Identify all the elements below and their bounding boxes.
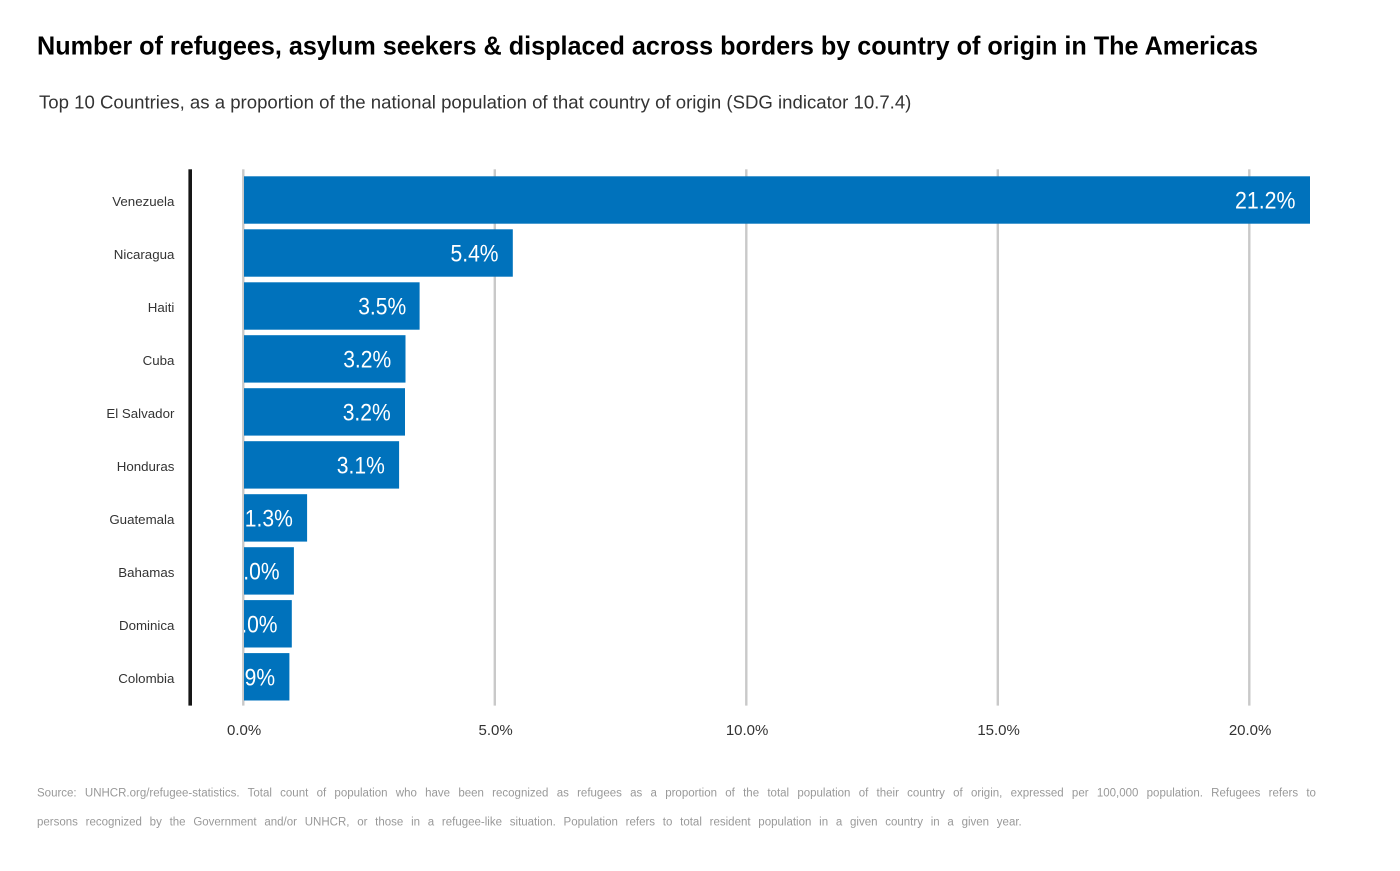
svg-text:Haiti: Haiti: [148, 300, 175, 315]
svg-text:Nicaragua: Nicaragua: [114, 247, 175, 262]
svg-text:1.3%: 1.3%: [245, 505, 293, 532]
svg-text:20.0%: 20.0%: [1229, 722, 1272, 739]
svg-text:3.2%: 3.2%: [343, 399, 391, 426]
svg-text:Colombia: Colombia: [118, 671, 175, 686]
svg-text:Venezuela: Venezuela: [112, 194, 175, 209]
svg-text:0.0%: 0.0%: [227, 722, 261, 739]
svg-text:1.0%: 1.0%: [232, 558, 280, 585]
svg-text:Source: UNHCR.org/refugee-stat: Source: UNHCR.org/refugee-statistics. To…: [37, 787, 1316, 799]
svg-text:Cuba: Cuba: [143, 353, 175, 368]
svg-text:21.2%: 21.2%: [1235, 188, 1296, 215]
svg-text:3.1%: 3.1%: [337, 452, 385, 479]
svg-text:3.2%: 3.2%: [343, 346, 391, 373]
svg-text:Honduras: Honduras: [117, 459, 175, 474]
svg-text:Dominica: Dominica: [119, 618, 175, 633]
svg-text:persons recognized by the Gove: persons recognized by the Government and…: [37, 816, 1022, 828]
svg-text:Number of refugees, asylum see: Number of refugees, asylum seekers & dis…: [37, 31, 1258, 61]
svg-text:5.4%: 5.4%: [451, 241, 499, 268]
svg-text:15.0%: 15.0%: [977, 722, 1020, 739]
svg-text:1.0%: 1.0%: [230, 611, 278, 638]
svg-text:5.0%: 5.0%: [478, 722, 512, 739]
svg-text:Guatemala: Guatemala: [109, 512, 175, 527]
svg-text:Top 10 Countries, as a proport: Top 10 Countries, as a proportion of the…: [39, 92, 911, 113]
svg-text:10.0%: 10.0%: [726, 722, 769, 739]
svg-text:Bahamas: Bahamas: [118, 565, 175, 580]
svg-text:El Salvador: El Salvador: [106, 406, 175, 421]
svg-text:3.5%: 3.5%: [358, 294, 406, 321]
svg-text:0.9%: 0.9%: [227, 664, 275, 691]
